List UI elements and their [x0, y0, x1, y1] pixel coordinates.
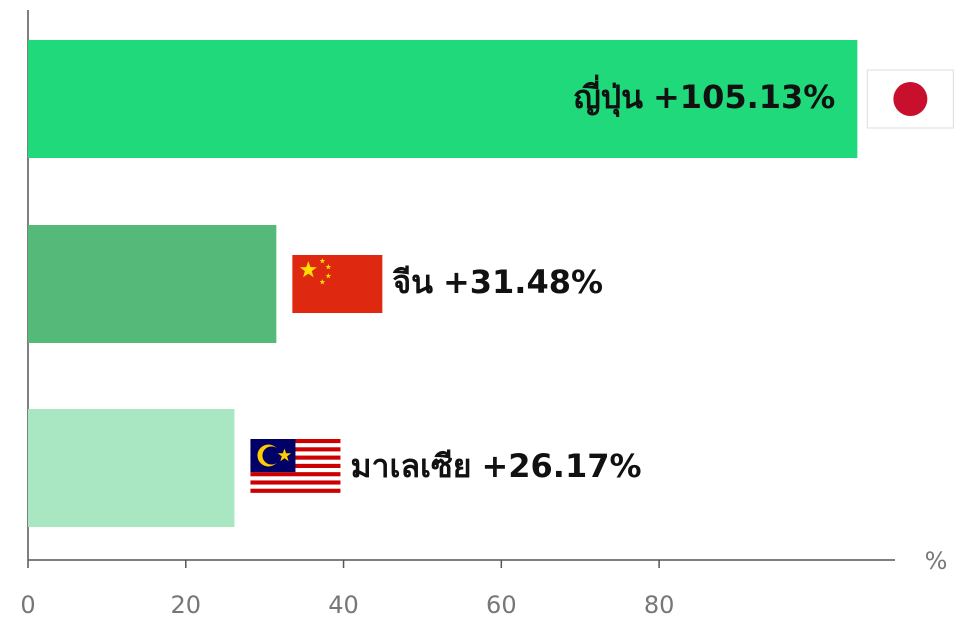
- flag-crescent-cut: [262, 446, 281, 465]
- bar-label: มาเลเซีย +26.17%: [350, 447, 641, 485]
- flag-stripe: [250, 472, 341, 477]
- flag-stripe: [250, 488, 341, 494]
- category-label: ญี่ปุ่น: [574, 74, 644, 118]
- flag-disc: [893, 82, 928, 116]
- value-label: +105.13%: [653, 78, 835, 116]
- bar: [28, 225, 277, 343]
- x-tick-label: 60: [486, 591, 517, 619]
- flag-stripe: [250, 492, 341, 498]
- flag: [866, 69, 954, 129]
- bar: [28, 409, 235, 527]
- x-tick-label: 40: [328, 591, 359, 619]
- flag: [292, 255, 383, 313]
- flag-star: [277, 448, 292, 462]
- flag: [250, 439, 341, 498]
- x-tick-label: 80: [644, 591, 675, 619]
- flag-stripe: [250, 476, 341, 481]
- flag-star: [319, 279, 326, 285]
- x-axis-label: %: [925, 547, 948, 575]
- bar-label: ญี่ปุ่น +105.13%: [574, 74, 836, 118]
- value-label: +31.48%: [443, 263, 603, 301]
- flag-star: [325, 264, 332, 270]
- category-label: จีน: [392, 263, 433, 301]
- flag-bg: [292, 255, 383, 313]
- flag-star: [325, 273, 332, 279]
- flag-stripe: [250, 480, 341, 485]
- bar: [28, 40, 858, 158]
- flag-star: [299, 261, 317, 278]
- x-tick-label: 0: [20, 591, 35, 619]
- flag-stripe: [250, 484, 341, 489]
- category-label: มาเลเซีย: [350, 447, 471, 485]
- x-tick-label: 20: [171, 591, 202, 619]
- bar-label: จีน +31.48%: [392, 263, 603, 301]
- value-label: +26.17%: [481, 447, 641, 485]
- flag-star: [319, 258, 326, 264]
